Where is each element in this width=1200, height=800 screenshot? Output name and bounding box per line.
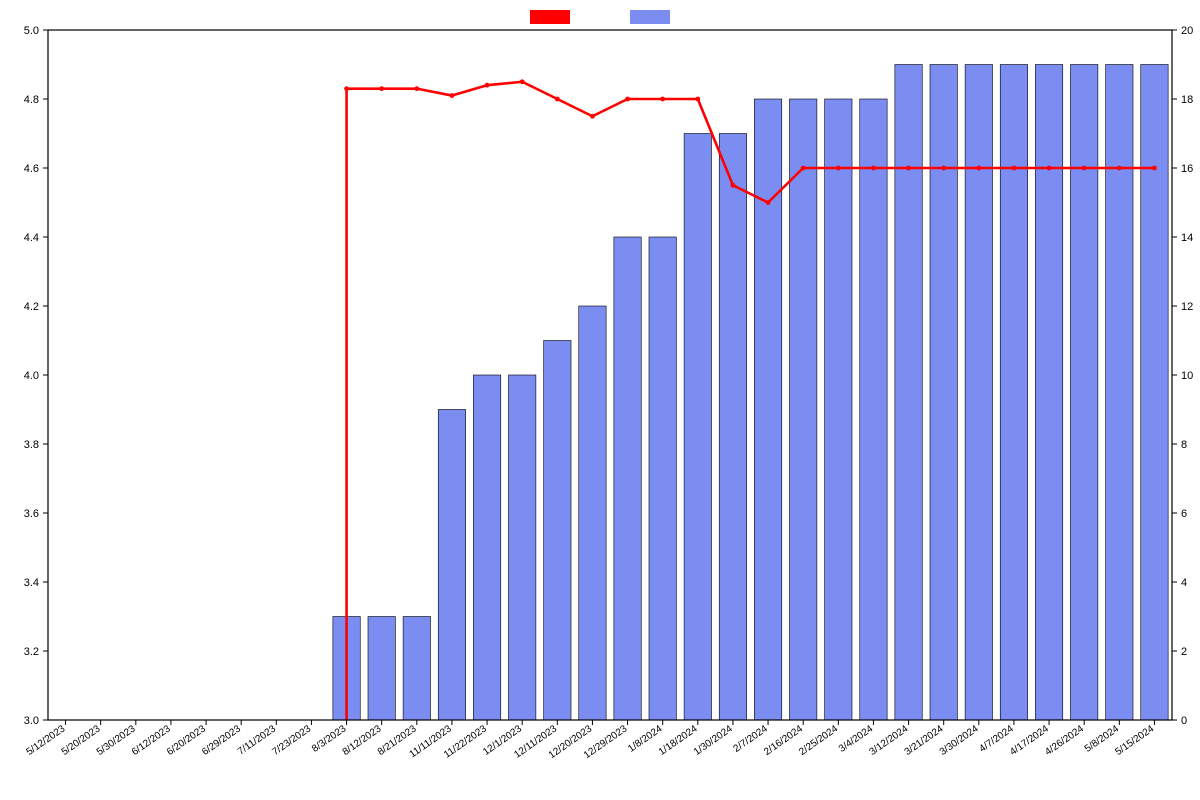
line-marker	[590, 114, 595, 119]
legend-swatch	[530, 10, 570, 24]
y-right-tick-label: 2	[1181, 646, 1187, 658]
line-marker	[625, 97, 630, 102]
bar	[508, 375, 535, 720]
line-marker	[1012, 166, 1017, 171]
line-marker	[1082, 166, 1087, 171]
y-left-tick-label: 3.6	[24, 508, 39, 520]
line-marker	[555, 97, 560, 102]
line-marker	[695, 97, 700, 102]
y-right-tick-label: 18	[1181, 94, 1193, 106]
line-marker	[731, 183, 736, 188]
bar	[579, 306, 606, 720]
bar	[895, 65, 922, 721]
y-left-tick-label: 4.8	[24, 94, 39, 106]
y-left-tick-label: 3.0	[24, 715, 39, 727]
bar	[719, 134, 746, 721]
y-left-tick-label: 4.2	[24, 301, 39, 313]
legend-swatch	[630, 10, 670, 24]
bar	[684, 134, 711, 721]
bar	[1106, 65, 1133, 721]
bar	[614, 237, 641, 720]
line-marker	[941, 166, 946, 171]
y-left-tick-label: 3.4	[24, 577, 39, 589]
bar	[403, 617, 430, 721]
line-marker	[379, 86, 384, 91]
y-right-tick-label: 14	[1181, 232, 1193, 244]
bar	[473, 375, 500, 720]
bar	[789, 99, 816, 720]
line-marker	[520, 79, 525, 84]
line-marker	[801, 166, 806, 171]
chart: 3.0 3.2 3.4 3.6 3.8 4.0 4.2 4.4 4.6 4.8 5.0 0 2 4 6 8 10…	[0, 0, 1200, 800]
line-marker	[766, 200, 771, 205]
bar	[930, 65, 957, 721]
y-right-tick-label: 16	[1181, 163, 1193, 175]
y-left-tick-label: 4.4	[24, 232, 39, 244]
bar	[825, 99, 852, 720]
y-left-tick-label: 4.0	[24, 370, 39, 382]
line-marker	[1152, 166, 1157, 171]
y-left-tick-label: 3.2	[24, 646, 39, 658]
bar	[649, 237, 676, 720]
line-marker	[906, 166, 911, 171]
line-marker	[450, 93, 455, 98]
bar	[965, 65, 992, 721]
bar	[438, 410, 465, 721]
chart-svg: 3.0 3.2 3.4 3.6 3.8 4.0 4.2 4.4 4.6 4.8 5.0 0 2 4 6 8 10…	[0, 0, 1200, 800]
line-marker	[871, 166, 876, 171]
line-marker	[1117, 166, 1122, 171]
line-marker	[414, 86, 419, 91]
y-right-tick-label: 4	[1181, 577, 1187, 589]
y-right-tick-label: 6	[1181, 508, 1187, 520]
y-right-tick-label: 10	[1181, 370, 1193, 382]
line-marker	[836, 166, 841, 171]
y-left-tick-label: 3.8	[24, 439, 39, 451]
y-right-tick-label: 8	[1181, 439, 1187, 451]
bar	[860, 99, 887, 720]
line-marker	[976, 166, 981, 171]
line-marker	[485, 83, 490, 88]
line-marker	[344, 86, 349, 91]
y-right-tick-label: 0	[1181, 715, 1187, 727]
bar	[1141, 65, 1168, 721]
bar	[368, 617, 395, 721]
y-right-tick-label: 12	[1181, 301, 1193, 313]
y-left-tick-label: 4.6	[24, 163, 39, 175]
bar	[1070, 65, 1097, 721]
line-marker	[660, 97, 665, 102]
bar	[1035, 65, 1062, 721]
y-left-tick-label: 5.0	[24, 25, 39, 37]
line-marker	[1047, 166, 1052, 171]
y-right-tick-label: 20	[1181, 25, 1193, 37]
bar	[544, 341, 571, 721]
bar	[1000, 65, 1027, 721]
